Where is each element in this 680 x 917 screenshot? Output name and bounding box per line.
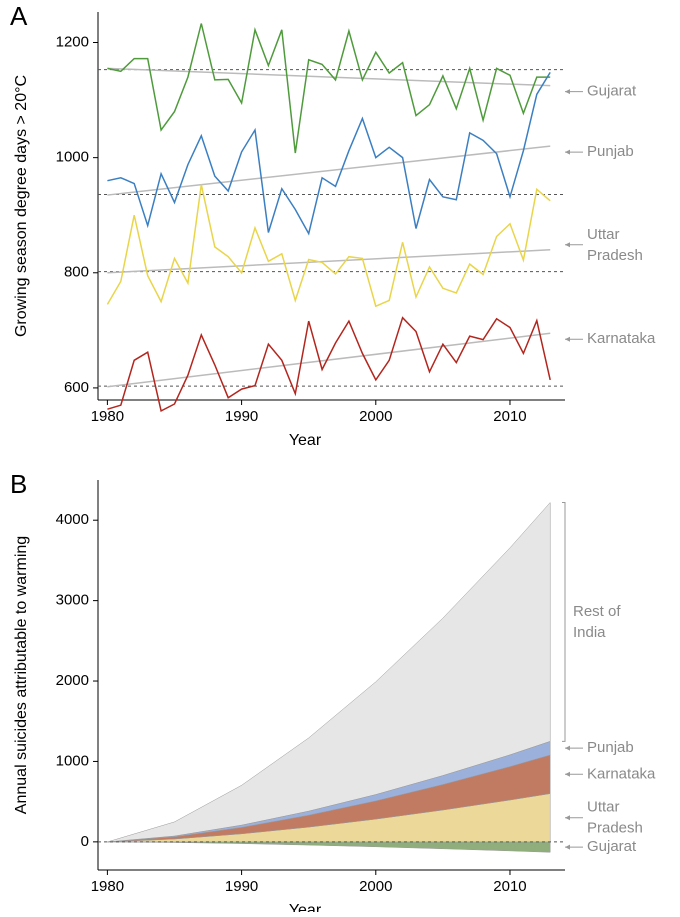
series-label: Karnataka [587, 765, 656, 782]
x-tick-label: 1980 [91, 878, 124, 895]
trend-line [107, 249, 551, 274]
x-axis-title: Year [289, 902, 322, 912]
series-line [107, 316, 551, 413]
arrow-head [565, 242, 570, 248]
y-axis-title: Growing season degree days > 20°C [13, 75, 30, 337]
area [107, 501, 551, 843]
arrow-head [565, 89, 570, 95]
x-tick-label: 1990 [225, 408, 258, 425]
y-tick-label: 1000 [56, 149, 89, 166]
y-tick-label: 3000 [56, 592, 89, 609]
arrow-head [565, 149, 570, 155]
y-tick-label: 0 [81, 833, 89, 850]
series-label: Gujarat [587, 83, 637, 100]
series-label: Uttar Pradesh [587, 799, 643, 837]
series-label: Punjab [587, 739, 634, 756]
y-tick-label: 4000 [56, 511, 89, 528]
y-tick-label: 1200 [56, 33, 89, 50]
x-tick-label: 2010 [493, 878, 526, 895]
trend-line [107, 332, 551, 388]
area [107, 841, 551, 853]
x-tick-label: 1990 [225, 878, 258, 895]
arrow-head [565, 336, 570, 342]
trend-line [107, 145, 551, 196]
x-axis-title: Year [289, 432, 322, 449]
x-tick-label: 2000 [359, 878, 392, 895]
series-line [106, 184, 551, 308]
series-line [107, 72, 551, 236]
bracket [562, 502, 566, 742]
arrow-head [565, 745, 570, 751]
y-tick-label: 1000 [56, 752, 89, 769]
y-axis-title: Annual suicides attributable to warming [13, 536, 30, 814]
trend-line [107, 67, 551, 87]
series-label: Rest of India [573, 603, 621, 641]
arrow-head [565, 844, 570, 850]
panel-label: B [10, 469, 27, 499]
series-label: Karnataka [587, 330, 656, 347]
panel-label: A [10, 1, 28, 31]
arrow-head [565, 815, 570, 821]
y-tick-label: 800 [64, 264, 89, 281]
series-label: Uttar Pradesh [587, 226, 643, 264]
x-tick-label: 1980 [91, 408, 124, 425]
y-tick-label: 2000 [56, 672, 89, 689]
x-tick-label: 2000 [359, 408, 392, 425]
series-label: Gujarat [587, 838, 637, 855]
x-tick-label: 2010 [493, 408, 526, 425]
series-line [107, 23, 551, 154]
series-label: Punjab [587, 143, 634, 160]
arrow-head [565, 771, 570, 777]
y-tick-label: 600 [64, 379, 89, 396]
